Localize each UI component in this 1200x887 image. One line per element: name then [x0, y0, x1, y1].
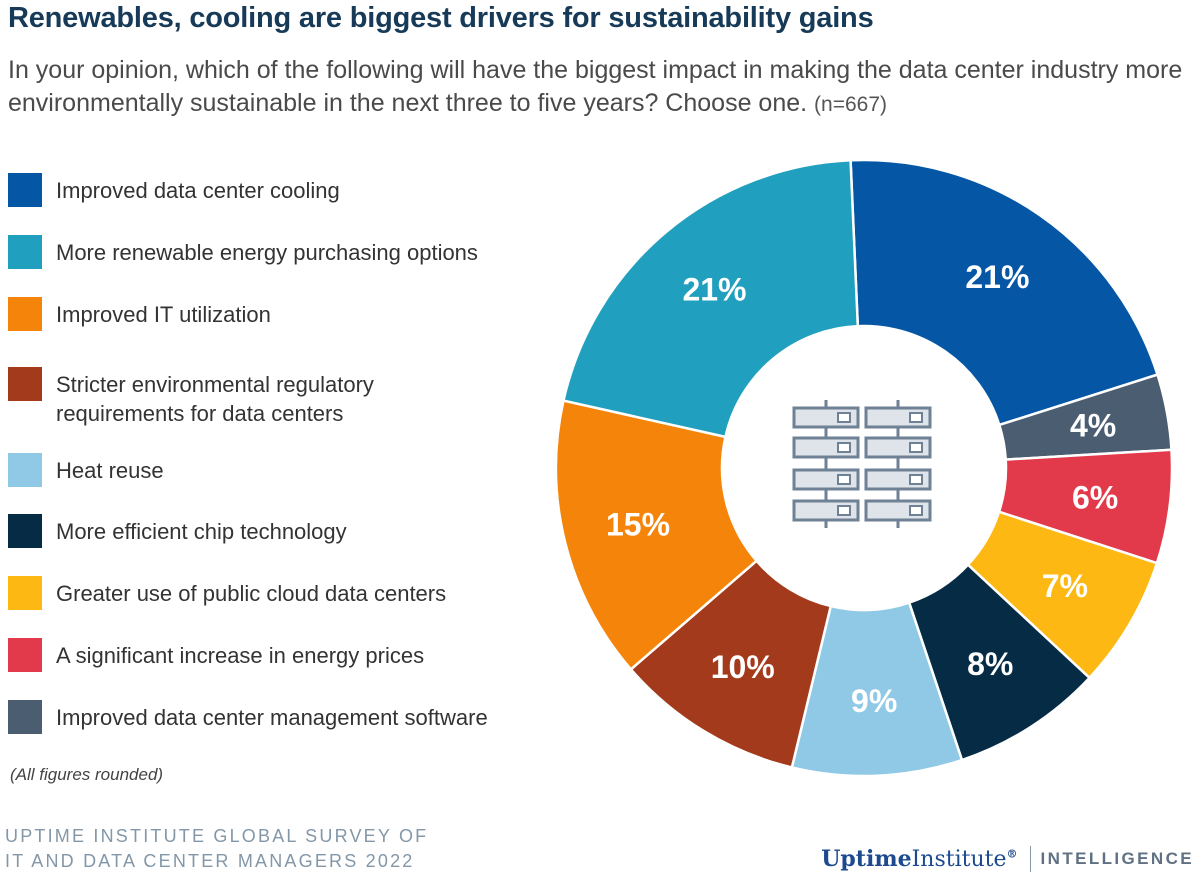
logo-mark: ® [1006, 847, 1018, 861]
legend-swatch [8, 173, 42, 207]
legend-label: Heat reuse [56, 458, 164, 483]
question-text: In your opinion, which of the following … [8, 56, 1183, 117]
source-line-1: UPTIME INSTITUTE GLOBAL SURVEY OF [5, 826, 429, 846]
logo-brand-regular: Institute [911, 847, 1007, 872]
donut-slice [554, 399, 759, 672]
legend-item: Improved IT utilization [8, 297, 271, 331]
legend-swatch [8, 235, 42, 269]
legend-item: More efficient chip technology [8, 514, 347, 548]
slice-label: 7% [1042, 568, 1088, 604]
legend-swatch [8, 514, 42, 548]
legend-swatch [8, 453, 42, 487]
legend-label: Improved IT utilization [56, 302, 271, 327]
legend-item: Stricter environmental regulatory requir… [8, 367, 436, 428]
legend-label: Stricter environmental regulatory requir… [56, 372, 374, 426]
chart-subtitle: In your opinion, which of the following … [8, 54, 1188, 121]
server-rack-icon [792, 400, 932, 528]
slice-label: 10% [711, 649, 775, 685]
legend-item: Greater use of public cloud data centers [8, 576, 446, 610]
source-credit: UPTIME INSTITUTE GLOBAL SURVEY OF IT AND… [5, 824, 428, 874]
legend-item: Heat reuse [8, 453, 164, 487]
legend-label: Greater use of public cloud data centers [56, 581, 447, 606]
footnote: (All figures rounded) [10, 765, 164, 784]
slice-label: 8% [967, 646, 1013, 682]
legend-label: More renewable energy purchasing options [56, 240, 478, 265]
legend-label: Improved data center management software [56, 705, 488, 730]
logo-brand-bold: Uptime [821, 846, 912, 872]
legend-swatch [8, 638, 42, 672]
logo-divider [1029, 846, 1031, 872]
legend-item: More renewable energy purchasing options [8, 235, 478, 269]
legend-item: Improved data center cooling [8, 173, 340, 207]
legend-swatch [8, 297, 42, 331]
source-line-2: IT AND DATA CENTER MANAGERS 2022 [5, 851, 415, 871]
slice-label: 15% [606, 507, 670, 543]
donut-slice [561, 158, 860, 439]
sample-size: (n=667) [814, 93, 888, 116]
legend-item: A significant increase in energy prices [8, 638, 424, 672]
legend-label: More efficient chip technology [56, 519, 347, 544]
slice-label: 4% [1070, 407, 1116, 443]
legend-item: Improved data center management software [8, 700, 488, 734]
chart-title: Renewables, cooling are biggest drivers … [8, 2, 874, 34]
slice-label: 21% [965, 259, 1029, 295]
slice-label: 6% [1072, 480, 1118, 516]
legend-label: A significant increase in energy prices [56, 643, 425, 668]
donut-slice [849, 158, 1160, 427]
logo-brand: UptimeInstitute® [821, 846, 1017, 872]
donut-slice [629, 559, 833, 769]
logo-tag: INTELLIGENCE [1040, 849, 1194, 868]
legend-swatch [8, 367, 42, 401]
legend-swatch [8, 700, 42, 734]
legend-label: Improved data center cooling [56, 178, 340, 203]
legend-swatch [8, 576, 42, 610]
slice-label: 9% [851, 683, 897, 719]
slice-label: 21% [682, 271, 746, 307]
uptime-logo: UptimeInstitute® INTELLIGENCE [821, 846, 1194, 872]
